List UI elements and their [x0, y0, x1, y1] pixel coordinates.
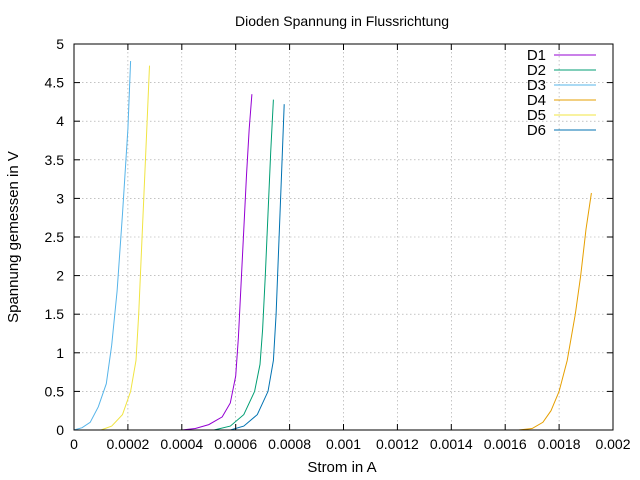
y-tick-label: 3.5	[45, 152, 65, 168]
y-tick-label: 2.5	[45, 229, 65, 245]
x-tick-label: 0.0018	[538, 436, 581, 452]
y-axis-label: Spannung gemessen in V	[5, 151, 22, 323]
legend-label-d6: D6	[527, 122, 546, 139]
x-tick-label: 0.0006	[214, 436, 257, 452]
series-d4-line	[518, 192, 592, 431]
y-tick-label: 4.5	[45, 75, 65, 91]
y-tick-label: 2	[56, 268, 64, 284]
chart-title: Dioden Spannung in Flussrichtung	[235, 13, 449, 29]
x-tick-label: 0.0016	[484, 436, 527, 452]
x-tick-label: 0.002	[595, 436, 630, 452]
x-tick-label: 0.0004	[160, 436, 203, 452]
x-tick-label: 0.001	[326, 436, 361, 452]
x-tick-label: 0	[70, 436, 78, 452]
legend-label-d4: D4	[527, 92, 546, 109]
y-tick-label: 4	[56, 113, 64, 129]
y-tick-label: 5	[56, 36, 64, 52]
legend-label-d5: D5	[527, 107, 546, 124]
y-tick-label: 1	[56, 345, 64, 361]
series-layer	[73, 60, 592, 431]
x-tick-label: 0.0008	[268, 436, 311, 452]
y-tick-label: 0.5	[45, 383, 65, 399]
legend-label-d2: D2	[527, 62, 546, 79]
y-tick-label: 3	[56, 190, 64, 206]
legend-label-d1: D1	[527, 47, 546, 64]
series-d2-line	[213, 99, 274, 431]
series-d1-line	[181, 94, 253, 431]
x-tick-label: 0.0012	[376, 436, 419, 452]
tick-layer: 0 0.0002 0.0004 0.0006 0.0008 0.001 0.0012 0.00…	[45, 36, 631, 452]
y-tick-label: 1.5	[45, 306, 65, 322]
series-d6-line	[230, 104, 285, 431]
x-axis-label: Strom in A	[307, 459, 376, 476]
legend-label-d3: D3	[527, 77, 546, 94]
grid-layer	[74, 44, 613, 430]
series-d3-line	[73, 60, 132, 431]
y-tick-label: 0	[56, 422, 64, 438]
x-tick-label: 0.0014	[430, 436, 473, 452]
x-tick-label: 0.0002	[106, 436, 149, 452]
series-d5-line	[100, 65, 150, 431]
